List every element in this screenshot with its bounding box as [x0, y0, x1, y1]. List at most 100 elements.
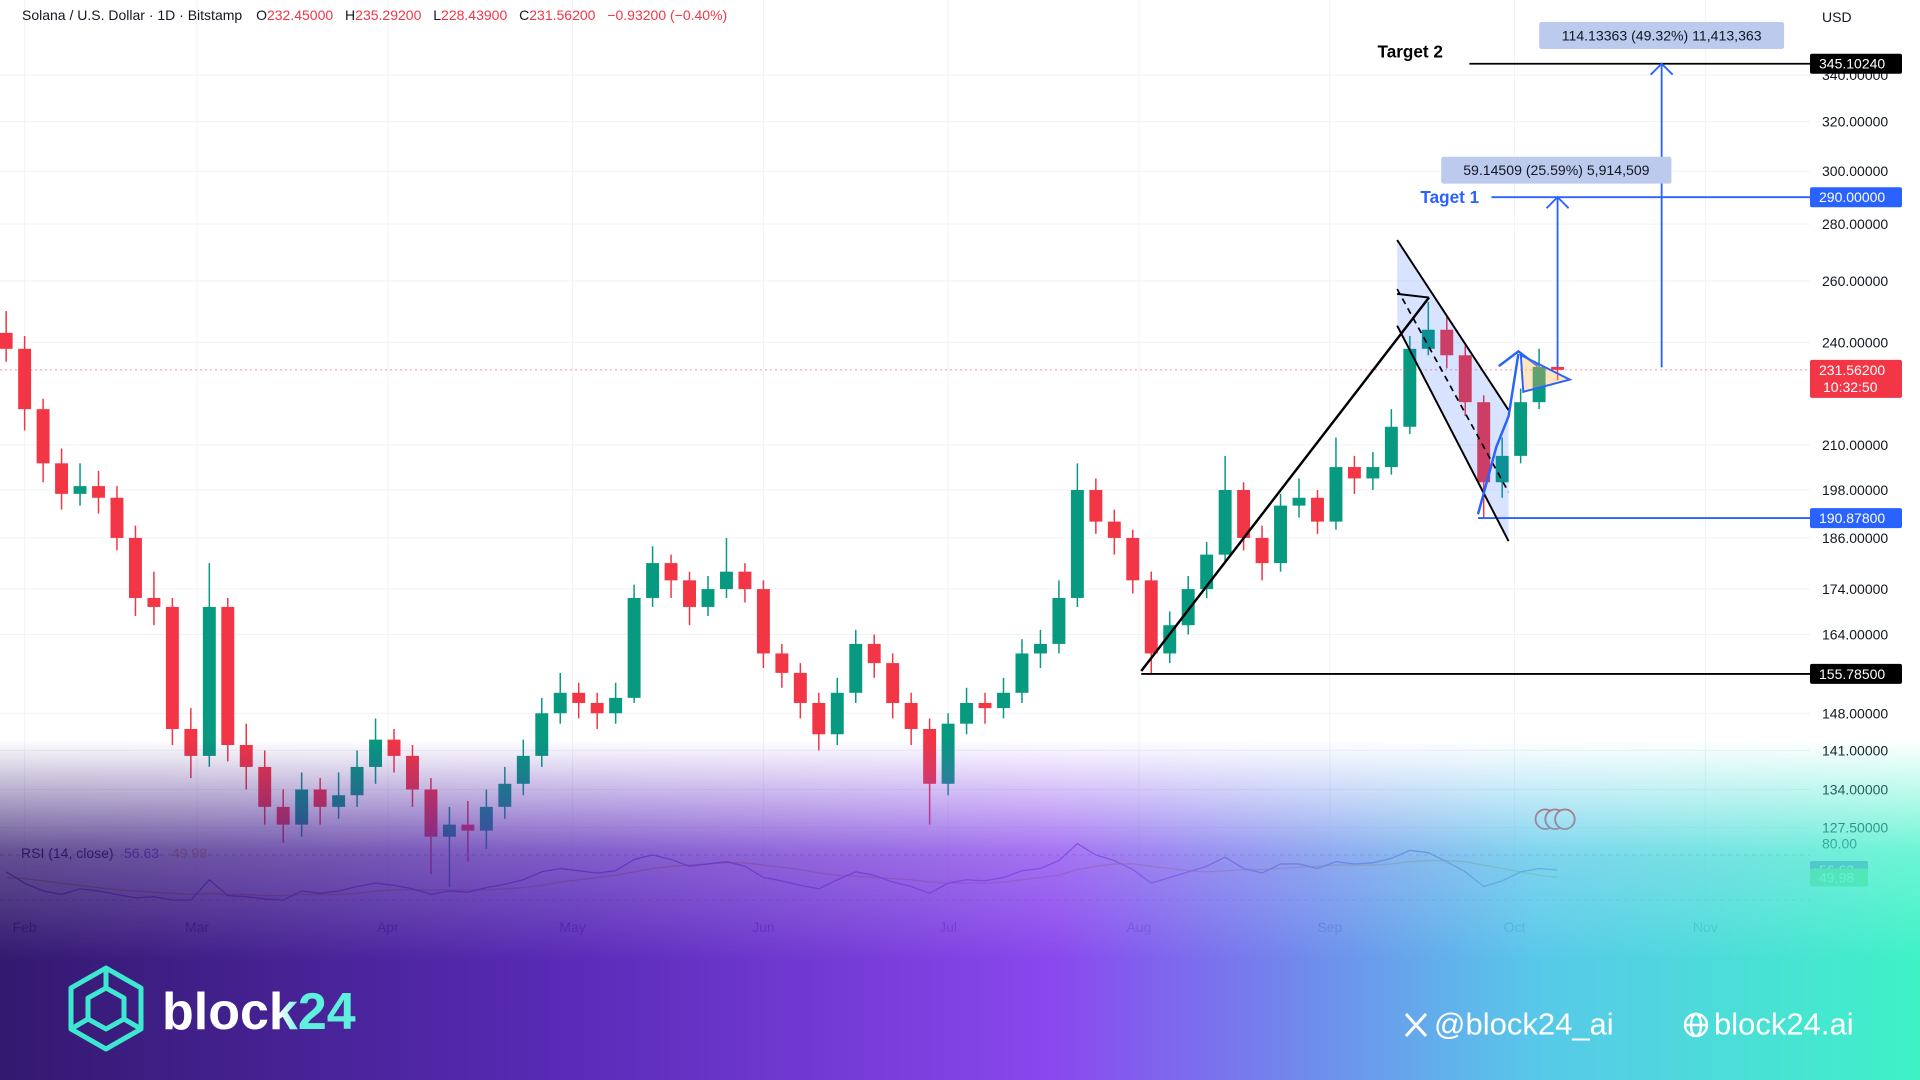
price-badge [1810, 53, 1902, 74]
y-tick-label: 186.00000 [1822, 530, 1888, 546]
price-badge [1810, 359, 1902, 398]
candle-body [738, 571, 752, 590]
flagpole [1140, 296, 1430, 672]
candle-body [1107, 521, 1121, 538]
symbol: Solana / U.S. Dollar · 1D · Bitstamp [22, 7, 243, 23]
x-handle: @block24_ai [1434, 1007, 1614, 1042]
candle-body [1403, 348, 1417, 427]
candle-body [1384, 426, 1398, 468]
ohlc-key: O [256, 7, 267, 23]
branding: block24 @block24_ai block24.ai [68, 965, 1854, 1052]
ohlc-value: 228.43900 [441, 7, 508, 23]
candle-body [1181, 589, 1195, 626]
candle-body [719, 571, 733, 590]
logo-edge [69, 1016, 90, 1032]
candle-body [1440, 329, 1454, 356]
drawings: 114.13363 (49.32%) 11,413,363 59.14509 (… [1140, 22, 1785, 830]
logo-text: block24 [162, 983, 356, 1041]
candle-body [756, 589, 770, 654]
candle-body [1514, 402, 1528, 456]
ohlc-value: 231.56200 [529, 7, 596, 23]
candle-body [701, 589, 715, 607]
logo-edge [122, 1016, 143, 1032]
y-tick-label: 198.00000 [1822, 482, 1888, 498]
y-tick-label: 260.00000 [1822, 273, 1888, 289]
candle-body [1551, 366, 1565, 370]
candle-body [1237, 489, 1251, 538]
channel-line [1396, 325, 1510, 542]
candle-body [1070, 489, 1084, 598]
candle-body [36, 409, 50, 464]
candle-body [1347, 467, 1361, 479]
candle-body [849, 643, 863, 693]
x-stroke [1404, 1012, 1428, 1038]
y-tick-label: 280.00000 [1822, 216, 1888, 232]
arrow-head [1649, 62, 1674, 76]
measure-box [1539, 22, 1785, 49]
price-badge-label: 231.56200 [1819, 362, 1885, 378]
measure-label: 114.13363 (49.32%) 11,413,363 [1562, 28, 1762, 44]
candle-body [793, 672, 807, 703]
pennant [1519, 353, 1573, 394]
logo-icon [68, 965, 144, 1052]
candle-body [1218, 489, 1232, 555]
candle-body [55, 463, 69, 494]
candle-body [627, 597, 641, 698]
countdown: 10:32:50 [1823, 379, 1878, 395]
candle-body [1458, 355, 1472, 403]
candle-body [1477, 402, 1491, 483]
ohlc-value: 235.29200 [355, 7, 422, 23]
candle-body [0, 332, 13, 349]
price-badge [1810, 187, 1902, 208]
currency: USD [1822, 9, 1852, 25]
price-levels [0, 62, 1810, 675]
candle-body [147, 597, 161, 607]
candle-body [1126, 537, 1140, 581]
site: block24.ai [1714, 1007, 1854, 1042]
price-badge-label: 290.00000 [1819, 189, 1885, 205]
ohlc-value: 232.45000 [266, 7, 334, 23]
price-badge-label: 155.78500 [1819, 666, 1885, 682]
globe-icon [1683, 1012, 1709, 1038]
measure-label: 59.14509 (25.59%) 5,914,509 [1463, 162, 1649, 178]
flag-top [1397, 292, 1430, 299]
y-tick-label: 300.00000 [1822, 163, 1888, 179]
y-tick-label: 320.00000 [1822, 114, 1888, 130]
price-badge-label: 345.10240 [1819, 56, 1885, 72]
candle-body [664, 563, 678, 581]
y-tick-label: 240.00000 [1822, 334, 1888, 350]
arrow-head [1545, 195, 1570, 209]
candle-body [1089, 489, 1103, 522]
measure-box [1441, 156, 1672, 184]
logo-hex [68, 965, 144, 1052]
candle-body [128, 537, 142, 598]
candle-body [1366, 467, 1380, 479]
candle-body [92, 486, 105, 498]
target-label: Target 2 [1378, 41, 1443, 61]
candle-body [1033, 643, 1047, 654]
candle-body [867, 643, 881, 664]
candle-body [775, 653, 789, 673]
y-tick-label: 210.00000 [1822, 437, 1888, 453]
price-badge [1810, 663, 1902, 684]
candle-body [886, 663, 900, 703]
change: −0.93200 (−0.40%) [607, 7, 728, 23]
y-tick-label: 174.00000 [1822, 581, 1888, 597]
y-tick-label: 164.00000 [1822, 627, 1888, 643]
x-icon [1404, 1012, 1428, 1038]
logo-cube [85, 985, 127, 1032]
ohlc-key: C [519, 7, 530, 23]
candle-body [572, 692, 586, 703]
candle-body [1292, 497, 1306, 506]
breakout-line [1476, 353, 1520, 515]
candle-body [1255, 537, 1269, 564]
ohlc-key: L [433, 7, 442, 23]
candle-body [1329, 467, 1343, 522]
candle-body [1274, 505, 1288, 564]
price-badge [1810, 508, 1902, 529]
candle-body [1311, 497, 1324, 522]
candle-body [18, 348, 32, 410]
candle-body [1421, 329, 1435, 349]
candle-body [646, 563, 660, 598]
